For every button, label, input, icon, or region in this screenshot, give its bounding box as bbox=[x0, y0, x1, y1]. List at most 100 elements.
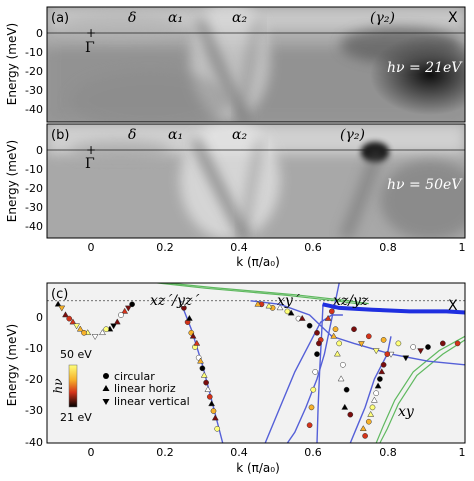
data-point-circle bbox=[362, 433, 368, 439]
data-point-triangle-down bbox=[124, 305, 132, 312]
point-label-gamma-a: Γ bbox=[85, 40, 95, 56]
ytick-label: 0 bbox=[36, 311, 43, 324]
xticks-b: 0 0.2 0.4 0.6 0.8 1 bbox=[88, 241, 466, 254]
xtick-label: 1 bbox=[459, 446, 466, 459]
data-point-triangle-up bbox=[370, 396, 378, 403]
point-label-x-c: X bbox=[448, 298, 458, 314]
legend: circular linear horiz linear vertical bbox=[102, 370, 190, 408]
data-point-circle bbox=[373, 390, 380, 397]
data-point-circle bbox=[81, 329, 87, 336]
data-point-triangle-up bbox=[197, 357, 204, 364]
data-point-circle bbox=[340, 361, 346, 368]
data-point-circle bbox=[343, 386, 350, 393]
xtick-label: 0.4 bbox=[230, 446, 248, 459]
data-point-circle bbox=[306, 422, 313, 429]
ylabel-b: Energy (meV) bbox=[5, 140, 19, 222]
data-point-circle bbox=[66, 315, 73, 322]
legend-label-circular: circular bbox=[114, 370, 155, 383]
data-point-triangle-down bbox=[372, 348, 380, 355]
data-point-triangle-up bbox=[54, 300, 62, 307]
band-label-gamma2-b: (γ₂) bbox=[340, 127, 365, 143]
orbital-label-xz-yz: xz/yz bbox=[333, 293, 369, 309]
xtick-label: 0.6 bbox=[304, 446, 322, 459]
ytick-label: -20 bbox=[25, 182, 43, 195]
data-point-triangle-up bbox=[99, 329, 106, 336]
ytick-label: -30 bbox=[25, 84, 43, 97]
data-point-triangle-up bbox=[178, 300, 186, 307]
colorbar-gradient bbox=[68, 364, 78, 408]
data-point-circle bbox=[410, 344, 417, 350]
xtick-label: 0.4 bbox=[230, 241, 248, 254]
data-point-triangle-up bbox=[121, 307, 129, 314]
yticks-b: 0 -10 -20 -30 -40 bbox=[25, 144, 43, 233]
data-point-triangle-up bbox=[208, 400, 216, 407]
data-point-circle bbox=[328, 308, 335, 315]
ylabel-a: Energy (meV) bbox=[5, 23, 19, 105]
data-point-circle bbox=[384, 351, 391, 357]
point-label-x-a: X bbox=[448, 10, 458, 26]
arpes-image-b bbox=[47, 124, 465, 238]
data-point-triangle-up bbox=[276, 304, 284, 311]
data-point-circle bbox=[365, 418, 372, 425]
orbital-label-xz-yz-prime: xz´/yz´ bbox=[150, 293, 200, 309]
yticks-a: 0 -10 -20 -30 -40 bbox=[25, 27, 43, 116]
data-point-circle bbox=[316, 340, 322, 347]
band-label-gamma2-a: (γ₂) bbox=[370, 10, 395, 26]
data-point-triangle-up bbox=[254, 300, 262, 307]
data-point-circle bbox=[118, 312, 124, 318]
data-point-triangle-up bbox=[193, 339, 201, 346]
ytick-label: -30 bbox=[25, 201, 43, 214]
band-label-delta-a: δ bbox=[128, 10, 136, 26]
data-point-circle bbox=[306, 322, 313, 329]
xlabel-top: k (π/a₀) bbox=[236, 255, 280, 269]
data-point-triangle-up bbox=[204, 385, 212, 392]
data-point-triangle-down bbox=[58, 305, 66, 312]
data-point-circle bbox=[439, 340, 446, 347]
data-point-circle bbox=[454, 340, 461, 347]
data-point-circle bbox=[395, 340, 402, 347]
ytick-label: -40 bbox=[25, 220, 43, 233]
band-label-alpha2-a: α₂ bbox=[232, 10, 247, 26]
panel-label-a: (a) bbox=[51, 11, 69, 26]
legend-marker-triangle-down bbox=[102, 399, 110, 405]
data-point-triangle-down bbox=[357, 341, 365, 348]
band-dispersion-curve bbox=[349, 336, 392, 443]
data-point-circle bbox=[314, 351, 320, 357]
orbital-label-xy: xy bbox=[398, 404, 415, 420]
data-point-triangle-down bbox=[91, 334, 99, 341]
data-point-circle bbox=[214, 425, 221, 432]
colorbar: 50 eV 21 eV hν bbox=[51, 348, 92, 424]
data-point-circle bbox=[332, 326, 339, 333]
data-point-triangle-up bbox=[211, 414, 219, 421]
data-point-circle bbox=[203, 379, 209, 386]
data-point-circle bbox=[369, 404, 376, 411]
data-point-circle bbox=[308, 404, 315, 411]
data-point-circle bbox=[425, 344, 431, 350]
band-label-alpha2-b: α₂ bbox=[232, 127, 247, 143]
xtick-label: 0.8 bbox=[379, 241, 397, 254]
data-point-circle bbox=[129, 301, 135, 308]
data-point-triangle-up bbox=[200, 371, 208, 378]
green-band-curve bbox=[375, 335, 465, 443]
data-point-triangle-up bbox=[298, 314, 306, 321]
band-label-alpha1-b: α₁ bbox=[168, 127, 183, 143]
data-point-circle bbox=[284, 308, 291, 315]
data-point-circle bbox=[380, 361, 387, 368]
yticks-c: 0 -10 -20 -30 -40 bbox=[25, 311, 43, 449]
data-point-triangle-up bbox=[113, 318, 121, 325]
data-point-triangle-up bbox=[341, 403, 349, 410]
band-dispersion-curve bbox=[264, 314, 343, 443]
legend-label-linear-vertical: linear vertical bbox=[114, 395, 190, 408]
data-point-circle bbox=[336, 340, 343, 347]
green-band-curve bbox=[161, 283, 369, 305]
xtick-label: 0.8 bbox=[379, 446, 397, 459]
data-point-circle bbox=[206, 393, 213, 400]
colorbar-symbol: hν bbox=[51, 378, 65, 393]
data-point-triangle-up bbox=[265, 302, 273, 309]
data-point-triangle-up bbox=[359, 425, 367, 432]
data-point-triangle-up bbox=[62, 311, 69, 318]
panel-c: (c) xz´/yz´ xy´ xz/yz xy X 50 eV 21 eV h… bbox=[5, 282, 466, 475]
legend-label-linear-horiz: linear horiz bbox=[114, 382, 176, 395]
ytick-label: 0 bbox=[36, 144, 43, 157]
